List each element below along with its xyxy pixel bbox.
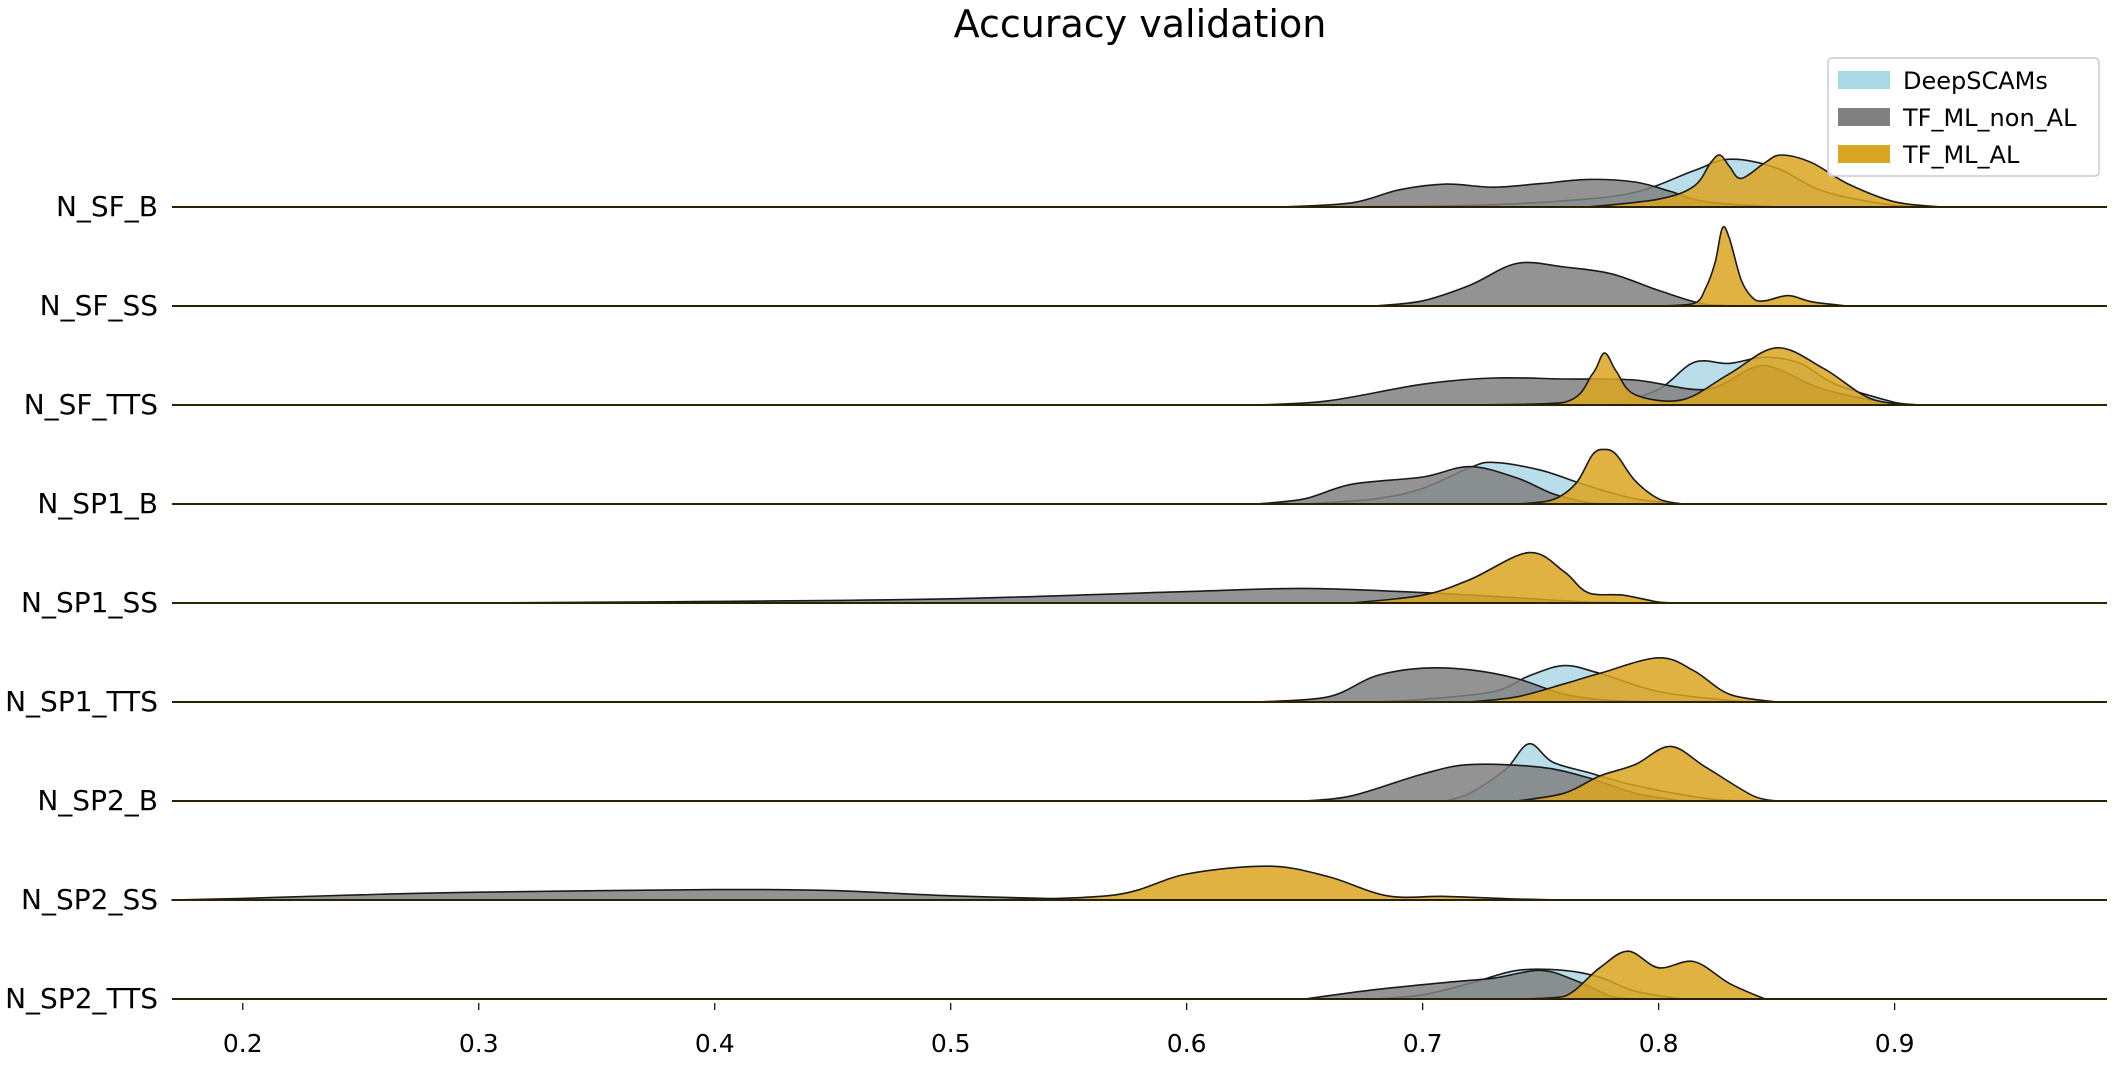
- density-tf-ml-al-n-sp1-tts: [1469, 656, 1778, 703]
- ridge-n-sp1-ss: N_SP1_SS: [21, 551, 2107, 619]
- legend-label-tf-ml-non-al: TF_ML_non_AL: [1902, 104, 2077, 132]
- density-tf-ml-al-n-sp2-b: [1516, 745, 1778, 802]
- density-tf-ml-al-n-sf-ss: [1657, 225, 1849, 307]
- ridge-label-n-sp1-tts: N_SP1_TTS: [5, 685, 158, 718]
- x-tick-label: 0.4: [695, 1029, 735, 1058]
- legend: DeepSCAMs TF_ML_non_AL TF_ML_AL: [1827, 57, 2100, 177]
- ridge-n-sp2-tts: N_SP2_TTS: [5, 950, 2107, 1015]
- density-tf-ml-non-al-n-sp2-ss: [171, 888, 1141, 901]
- x-tick-label: 0.2: [223, 1029, 263, 1058]
- ridge-label-n-sp2-ss: N_SP2_SS: [21, 883, 158, 916]
- ridge-n-sf-ss: N_SF_SS: [40, 225, 2107, 322]
- x-axis-ticks: 0.2 0.3 0.4 0.5 0.6 0.7 0.8 0.9: [223, 1003, 1915, 1058]
- legend-label-deepscams: DeepSCAMs: [1903, 67, 2048, 95]
- ridge-n-sf-tts: N_SF_TTS: [24, 346, 2107, 421]
- x-tick-label: 0.7: [1403, 1029, 1443, 1058]
- density-tf-ml-al-n-sf-b: [1587, 154, 1943, 208]
- x-tick-label: 0.9: [1875, 1029, 1915, 1058]
- ridges-group: N_SF_B N_SF_SS N_SF_TTS N_SP1_B N_SP1_SS N_SP…: [5, 154, 2107, 1015]
- ridge-label-n-sp2-tts: N_SP2_TTS: [5, 982, 158, 1015]
- ridge-label-n-sp1-ss: N_SP1_SS: [21, 586, 158, 619]
- x-tick-label: 0.5: [931, 1029, 971, 1058]
- density-tf-ml-al-n-sp2-tts: [1516, 950, 1766, 1000]
- ridge-label-n-sf-tts: N_SF_TTS: [24, 388, 158, 421]
- ridge-n-sp2-b: N_SP2_B: [37, 742, 2107, 817]
- legend-swatch-tf-ml-al: [1838, 145, 1890, 163]
- ridge-label-n-sf-b: N_SF_B: [56, 190, 158, 223]
- x-tick-label: 0.8: [1639, 1029, 1679, 1058]
- ridge-n-sp1-tts: N_SP1_TTS: [5, 656, 2107, 718]
- legend-swatch-tf-ml-non-al: [1838, 108, 1890, 126]
- ridge-label-n-sp1-b: N_SP1_B: [37, 487, 158, 520]
- density-tf-ml-al-n-sf-tts: [1469, 346, 1919, 406]
- density-tf-ml-al-n-sp1-b: [1516, 448, 1683, 505]
- ridge-n-sp2-ss: N_SP2_SS: [21, 865, 2107, 916]
- chart-title: Accuracy validation: [954, 2, 1327, 46]
- legend-label-tf-ml-al: TF_ML_AL: [1902, 141, 2020, 169]
- ridge-label-n-sp2-b: N_SP2_B: [37, 784, 158, 817]
- x-tick-label: 0.6: [1167, 1029, 1207, 1058]
- legend-swatch-deepscams: [1838, 71, 1890, 89]
- density-tf-ml-al-n-sp2-ss: [997, 865, 1566, 901]
- density-tf-ml-al-n-sp1-ss: [1351, 551, 1683, 604]
- density-tf-ml-non-al-n-sf-ss: [1374, 261, 1754, 307]
- legend-frame: [1827, 57, 2100, 177]
- ridge-n-sf-b: N_SF_B: [56, 154, 2107, 223]
- ridge-label-n-sf-ss: N_SF_SS: [40, 289, 158, 322]
- x-tick-label: 0.3: [459, 1029, 499, 1058]
- ridge-n-sp1-b: N_SP1_B: [37, 448, 2107, 520]
